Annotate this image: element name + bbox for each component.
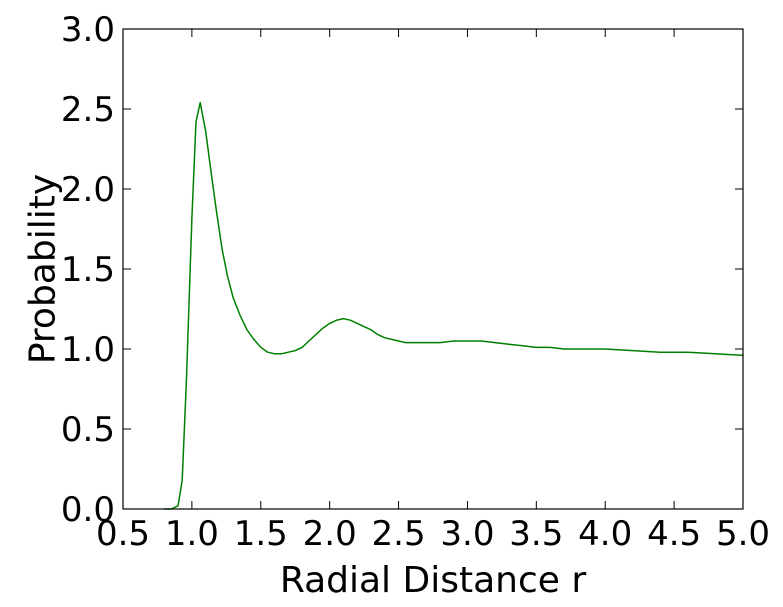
x-tick-label: 2.0: [303, 514, 357, 554]
y-axis-title: Probability: [23, 174, 64, 364]
tick-labels-layer: 0.5 1.0 1.5 2.0 2.5 3.0 3.5 4.0 4.5 5.00.00.51.01…: [61, 10, 770, 554]
ticks-layer: [122, 28, 744, 510]
x-axis-title: Radial Distance r: [280, 560, 586, 601]
y-tick-label: 1.0: [61, 330, 115, 370]
series-layer: [164, 101, 744, 510]
x-tick-label: 1.0: [165, 514, 219, 554]
y-tick-label: 0.5: [61, 410, 115, 450]
series-line-0: [164, 101, 744, 510]
plot-frame: [122, 28, 744, 510]
x-tick-label: 2.5: [372, 514, 426, 554]
y-tick-label: 1.5: [61, 250, 115, 290]
x-tick-label: 1.5: [234, 514, 288, 554]
y-tick-label: 2.5: [61, 90, 115, 130]
x-tick-label: 0.5: [96, 514, 150, 554]
x-tick-label: 4.0: [578, 514, 632, 554]
x-tick-label: 3.0: [440, 514, 494, 554]
y-tick-label: 2.0: [61, 170, 115, 210]
x-tick-label: 3.5: [509, 514, 563, 554]
x-tick-label: 4.5: [647, 514, 701, 554]
y-tick-label: 3.0: [61, 10, 115, 50]
y-tick-label: 0.0: [61, 490, 115, 530]
x-tick-label: 5.0: [716, 514, 770, 554]
